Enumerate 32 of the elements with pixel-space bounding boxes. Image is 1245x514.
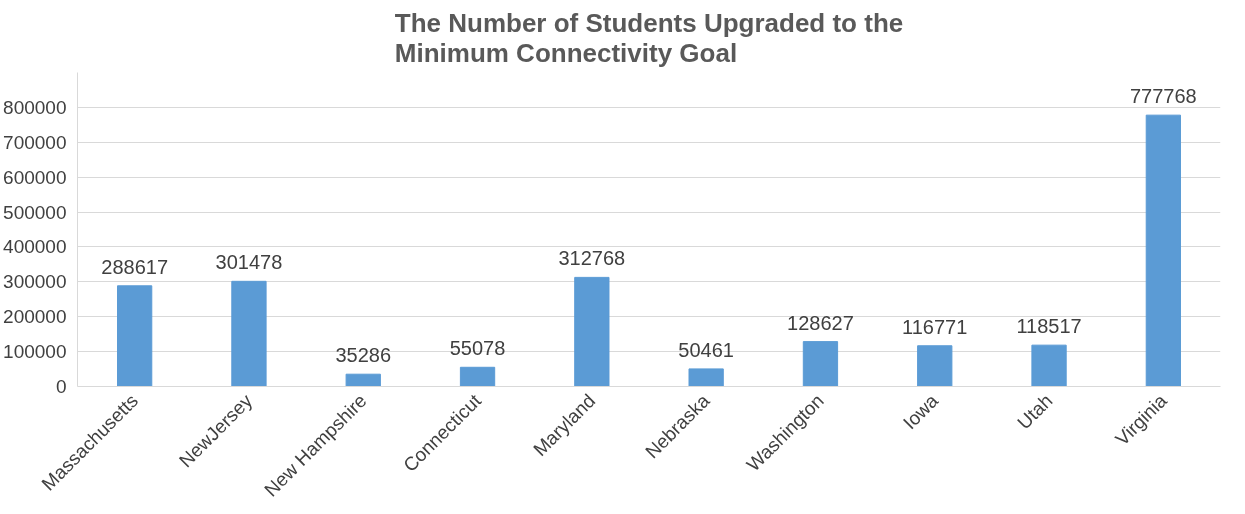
x-tick-label: Utah — [1013, 390, 1057, 434]
y-tick-label: 500000 — [3, 201, 67, 223]
y-tick-label: 0 — [55, 376, 67, 397]
data-label: 301478 — [215, 251, 283, 274]
y-tick-label: 600000 — [3, 166, 67, 188]
data-label: 35286 — [335, 344, 392, 367]
y-tick-label: 200000 — [3, 306, 67, 328]
data-label: 128627 — [787, 311, 854, 334]
data-label: 118517 — [1016, 315, 1082, 338]
bar — [688, 368, 724, 387]
bar — [1145, 114, 1181, 387]
bar — [117, 285, 153, 387]
y-tick-label: 700000 — [3, 131, 67, 153]
bar — [574, 276, 610, 387]
bar — [345, 373, 381, 387]
data-label: 116771 — [902, 315, 968, 338]
x-tick-label: Iowa — [898, 389, 943, 434]
bar — [231, 280, 267, 387]
data-label: 312768 — [558, 247, 626, 270]
y-tick-label: 300000 — [3, 271, 67, 293]
y-tick-label: 800000 — [3, 96, 67, 118]
y-tick-label: 400000 — [3, 236, 67, 258]
data-label: 288617 — [101, 255, 169, 278]
bar — [1031, 344, 1067, 387]
data-label: 55078 — [449, 337, 506, 360]
data-label: 50461 — [678, 338, 734, 361]
bar — [459, 366, 496, 387]
chart-title: The Number of Students Upgraded to the Minimum Connectivity Goal — [394, 7, 904, 68]
bar — [917, 345, 953, 387]
bar — [802, 341, 839, 387]
data-label: 777768 — [1129, 85, 1197, 108]
y-tick-label: 100000 — [3, 341, 67, 363]
